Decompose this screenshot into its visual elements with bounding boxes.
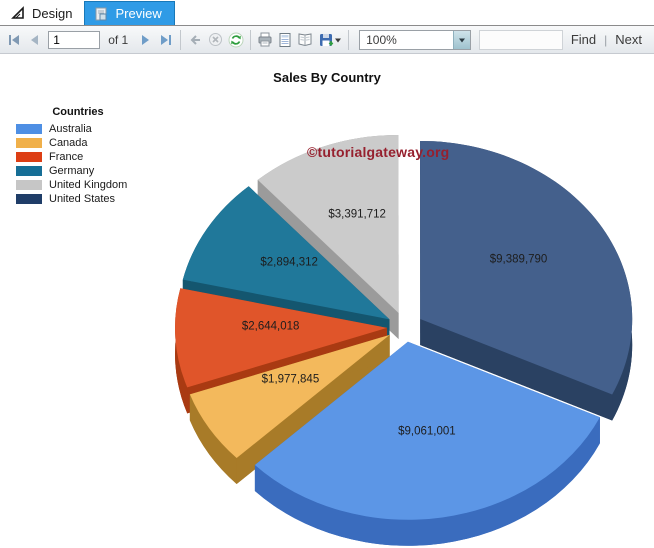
pie-label-france: $2,644,018 (242, 321, 300, 333)
print-button[interactable] (255, 29, 275, 51)
pie-slice-face (257, 134, 399, 313)
pie-label-germany: $2,894,312 (260, 256, 318, 268)
legend-label: Australia (49, 123, 92, 135)
find-next-separator: | (604, 32, 608, 47)
page-count-label: of 1 (108, 32, 129, 47)
previous-page-icon (31, 34, 39, 45)
legend-item-france: France (16, 150, 140, 164)
pie-slice-face (175, 288, 388, 388)
chart-title: Sales By Country (273, 70, 381, 85)
export-icon (319, 33, 333, 46)
report-preview-area: $9,061,001 $1,977,845 $2,644,018 $2,894,312… (0, 54, 654, 547)
pie-slice-face (189, 394, 237, 485)
pie-slice-face (420, 318, 613, 421)
legend-swatch (16, 138, 42, 148)
design-icon (10, 5, 26, 21)
toolbar-separator (180, 29, 182, 50)
back-icon (191, 34, 201, 45)
first-page-button[interactable] (4, 29, 24, 51)
pie-slice-united-states (420, 140, 633, 421)
pie-slice-face (254, 341, 600, 520)
pie-label-united-kingdom: $3,391,712 (328, 208, 386, 220)
find-next-button[interactable]: Next (615, 32, 642, 47)
legend-label: Germany (49, 165, 95, 177)
next-page-button[interactable] (136, 29, 156, 51)
back-button[interactable] (185, 29, 205, 51)
print-layout-button[interactable] (275, 29, 295, 51)
zoom-value: 100% (366, 32, 397, 47)
stop-button[interactable] (205, 29, 225, 51)
legend-item-australia: Australia (16, 122, 140, 136)
pie-label-united-states: $9,389,790 (490, 253, 548, 265)
legend-swatch (16, 180, 42, 190)
pie-slice-australia (254, 341, 600, 546)
preview-icon (93, 6, 109, 22)
first-page-icon (9, 34, 20, 45)
pie-slice-face (420, 140, 633, 395)
legend-label: United States (49, 193, 116, 205)
legend-label: Canada (49, 137, 88, 149)
pie-slice-face (254, 417, 600, 546)
pie-slice-face (182, 186, 390, 320)
page-setup-icon (298, 32, 312, 46)
print-icon (258, 32, 272, 46)
legend-swatch (16, 152, 42, 162)
legend-swatch (16, 124, 42, 134)
legend-swatch (16, 194, 42, 204)
legend-item-canada: Canada (16, 136, 140, 150)
toolbar-separator (348, 29, 350, 50)
report-toolbar: of 1 100% Find | Next (0, 26, 654, 54)
zoom-dropdown-icon (458, 38, 465, 42)
tab-design[interactable]: Design (2, 1, 84, 25)
legend-item-united-kingdom: United Kingdom (16, 178, 140, 192)
tab-preview[interactable]: Preview (84, 1, 175, 25)
tab-preview-label: Preview (115, 6, 162, 21)
refresh-button[interactable] (226, 29, 246, 51)
refresh-icon (228, 32, 244, 47)
export-caret-icon (334, 38, 341, 42)
pie-slice-face (189, 334, 390, 459)
legend-items: Australia Canada France Germany United Kingd… (16, 122, 140, 206)
last-page-button[interactable] (156, 29, 176, 51)
legend-item-germany: Germany (16, 164, 140, 178)
legend-label: France (49, 151, 84, 163)
legend-swatch (16, 166, 42, 176)
zoom-combobox[interactable]: 100% (359, 29, 471, 50)
pie-label-canada: $1,977,845 (262, 373, 320, 385)
chart-legend: Countries Australia Canada France Germany Un… (16, 106, 140, 206)
legend-label: United Kingdom (49, 179, 128, 191)
print-layout-icon (279, 32, 291, 47)
pie-chart: $9,061,001 $1,977,845 $2,644,018 $2,894,312… (175, 134, 633, 546)
tab-design-label: Design (32, 5, 73, 21)
zoom-dropdown-button[interactable] (452, 30, 470, 49)
previous-page-button[interactable] (24, 29, 44, 51)
pie-slice-canada (189, 334, 390, 485)
page-number-input[interactable] (48, 30, 101, 49)
tab-bar: Design Preview (0, 0, 654, 26)
page-setup-button[interactable] (295, 29, 315, 51)
export-button[interactable] (315, 29, 344, 51)
legend-title: Countries (52, 106, 104, 118)
next-page-icon (142, 34, 150, 45)
find-button[interactable]: Find (570, 32, 597, 47)
legend-item-united-states: United States (16, 192, 140, 206)
pie-label-australia: $9,061,001 (398, 425, 456, 437)
last-page-icon (161, 34, 172, 45)
find-input[interactable] (478, 29, 563, 50)
stop-icon (209, 33, 223, 46)
toolbar-separator (249, 29, 251, 50)
